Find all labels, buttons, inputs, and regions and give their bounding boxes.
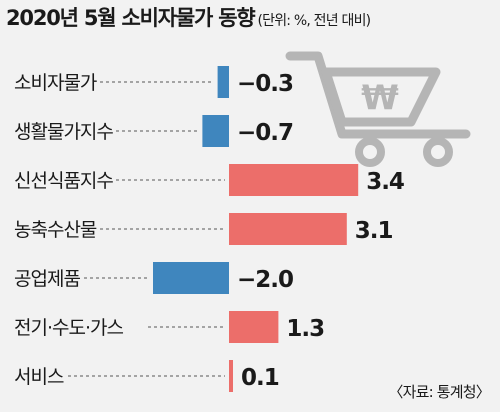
bar <box>202 115 229 147</box>
category-label: 생활물가지수 <box>14 121 113 143</box>
bar <box>217 66 229 98</box>
category-label: 전기·수도·가스 <box>14 317 123 339</box>
category-label: 신선식품지수 <box>14 170 113 192</box>
chart-title: 2020년 5월 소비자물가 동향 <box>6 6 256 30</box>
category-label: 소비자물가 <box>14 72 97 94</box>
source-note: 〈자료: 통계청〉 <box>388 383 490 401</box>
bars-layer: 소비자물가 −0.3 생활물가지수 −0.7 신선식품지수 3.4 농축수산물 3.1 공업제품… <box>14 66 405 392</box>
value-label: −2.0 <box>237 267 293 293</box>
value-label: 1.3 <box>286 316 324 342</box>
value-label: 3.4 <box>366 169 404 195</box>
category-label: 공업제품 <box>14 268 80 290</box>
shopping-cart-won-icon: ₩ <box>285 51 471 167</box>
bar <box>229 164 359 196</box>
bar <box>229 360 233 392</box>
bar <box>153 262 229 294</box>
category-label: 농축수산물 <box>14 219 97 241</box>
won-symbol: ₩ <box>361 78 399 118</box>
chart-header: 2020년 5월 소비자물가 동향 (단위: %, 전년 대비) <box>6 2 371 32</box>
bar <box>229 213 347 245</box>
value-label: 3.1 <box>355 218 393 244</box>
value-label: 0.1 <box>241 365 279 391</box>
bar <box>229 311 279 343</box>
value-label: −0.7 <box>237 120 293 146</box>
chart-subtitle: (단위: %, 전년 대비) <box>257 13 371 29</box>
value-label: −0.3 <box>237 71 293 97</box>
category-label: 서비스 <box>14 366 64 388</box>
